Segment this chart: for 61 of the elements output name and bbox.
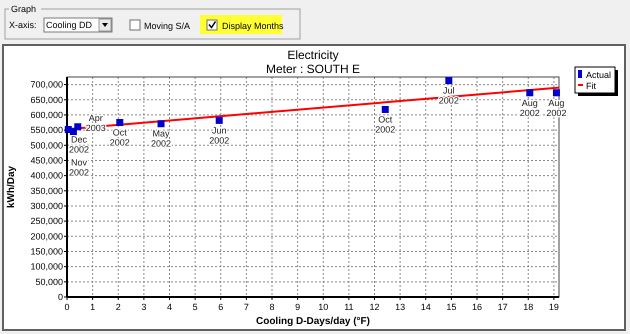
point	[74, 123, 82, 130]
point	[158, 120, 165, 128]
text: Moving S/A	[144, 21, 190, 31]
point	[552, 89, 560, 96]
x-tick-label: 14	[420, 302, 431, 312]
text: Graph	[11, 4, 36, 14]
x-tick-label: 15	[446, 302, 456, 312]
y-tick-label: 150,000	[30, 246, 63, 256]
point	[382, 106, 389, 113]
y-tick-label: 600,000	[30, 110, 63, 120]
annotation: Oct 2002	[110, 128, 130, 148]
x-tick-label: 12	[369, 302, 380, 312]
x-tick-label: 9	[295, 302, 300, 312]
y-tick-label: 350,000	[30, 186, 63, 196]
legend-label: Fit	[586, 81, 596, 91]
y-tick-label: 650,000	[30, 94, 63, 105]
annotation: Jul 2002	[438, 86, 459, 106]
x-tick-label: 18	[523, 302, 534, 312]
x-tick-label: 1	[90, 302, 96, 312]
x-tick-label: 13	[395, 302, 406, 312]
y-tick-label: 500,000	[30, 140, 63, 150]
y-axis-title: kWh/Day	[6, 165, 17, 208]
annotation: Nov 2002	[68, 158, 90, 178]
annotation: Aug 2002	[520, 98, 540, 118]
y-tick-label: 100,000	[30, 262, 63, 272]
x-tick-label: 8	[269, 302, 275, 312]
x-tick-label: 3	[141, 302, 146, 312]
y-tick-label: 400,000	[30, 170, 63, 181]
point	[445, 77, 452, 84]
x-tick-label: 11	[344, 302, 354, 312]
y-tick-label: 550,000	[30, 125, 63, 136]
y-tick-label: 250,000	[30, 216, 63, 226]
x-tick-label: 7	[244, 302, 249, 312]
annotation: Jun 2002	[209, 125, 230, 146]
annotation: Oct 2002	[375, 114, 396, 134]
text: X-axis:	[9, 20, 37, 30]
x-tick-label: 19	[548, 302, 559, 312]
point	[116, 119, 124, 126]
y-tick-label: 450,000	[30, 155, 63, 166]
text: Cooling DD	[46, 20, 93, 30]
x-tick-label: 4	[166, 302, 172, 312]
x-tick-label: 17	[498, 302, 508, 312]
x-tick-label: 5	[192, 302, 198, 312]
chart-title: Electricity	[287, 48, 339, 62]
y-tick-label: 0	[58, 292, 63, 302]
annotation: Dec 2002	[68, 134, 90, 154]
x-tick-label: 10	[318, 302, 328, 312]
point	[216, 116, 223, 124]
x-tick-label: 6	[218, 302, 224, 312]
y-tick-label: 300,000	[30, 200, 63, 211]
x-tick-label: 0	[64, 302, 70, 312]
x-tick-label: 16	[472, 302, 482, 312]
chart-subtitle: Meter : SOUTH E	[266, 62, 360, 76]
legend-label: Actual	[586, 70, 612, 80]
y-tick-label: 200,000	[30, 231, 63, 242]
y-tick-label: 50,000	[35, 276, 63, 287]
y-tick-label: 700,000	[30, 80, 63, 90]
annotation: May 2002	[151, 128, 172, 149]
x-tick-label: 2	[116, 302, 121, 312]
point	[526, 89, 534, 96]
x-axis-title: Cooling D-Days/day (°F)	[256, 316, 370, 327]
